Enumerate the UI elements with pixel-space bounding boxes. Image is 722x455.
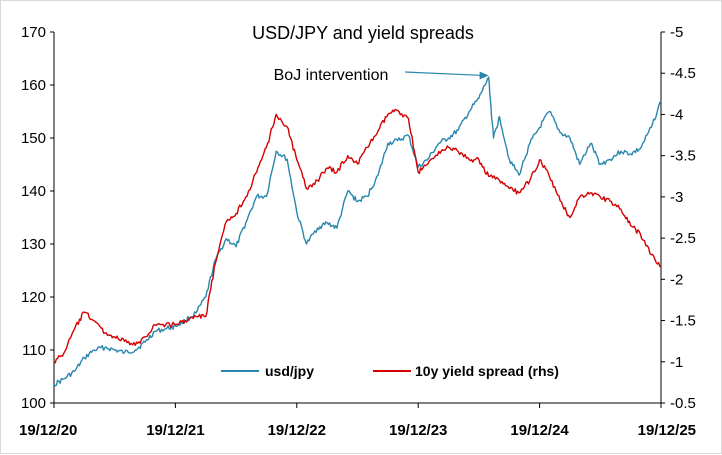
left-tick-label: 140 xyxy=(21,183,46,200)
right-tick-label: -2.5 xyxy=(670,230,696,247)
left-tick-label: 130 xyxy=(21,236,46,253)
annotation-arrow-line xyxy=(404,71,483,77)
axes-layer xyxy=(50,31,665,408)
annotation-label: BoJ intervention xyxy=(274,67,389,84)
left-tick-label: 100 xyxy=(21,395,46,412)
chart-title: USD/JPY and yield spreads xyxy=(252,23,474,43)
x-tick-label: 19/12/25 xyxy=(638,422,696,439)
left-tick-label: 110 xyxy=(22,342,46,359)
right-tick-label: -3 xyxy=(670,189,683,206)
legend-label-usdjpy: usd/jpy xyxy=(265,363,314,379)
right-tick-label: -5 xyxy=(670,24,683,41)
right-tick-label: -4.5 xyxy=(670,65,696,82)
left-tick-label: 170 xyxy=(21,24,46,41)
x-tick-label: 19/12/20 xyxy=(19,422,77,439)
annotation-arrow-head xyxy=(479,71,489,80)
right-tick-label: -0.5 xyxy=(670,395,696,412)
right-tick-label: -4 xyxy=(670,106,683,123)
legend-label-spread: 10y yield spread (rhs) xyxy=(415,363,559,379)
left-tick-label: 120 xyxy=(21,289,46,306)
x-tick-label: 19/12/22 xyxy=(268,422,326,439)
right-tick-label: -2 xyxy=(670,271,683,288)
x-tick-label: 19/12/24 xyxy=(510,422,569,439)
x-tick-label: 19/12/21 xyxy=(146,422,204,439)
text-layer: USD/JPY and yield spreads BoJ interventi… xyxy=(19,23,696,439)
left-tick-label: 150 xyxy=(21,130,46,147)
series-line-1 xyxy=(53,108,662,364)
x-tick-label: 19/12/23 xyxy=(389,422,447,439)
right-tick-label: -3.5 xyxy=(670,148,696,165)
series-layer xyxy=(53,76,662,387)
left-tick-label: 160 xyxy=(21,77,46,94)
right-tick-label: -1 xyxy=(670,354,683,371)
right-tick-label: -1.5 xyxy=(670,313,696,330)
series-line-0 xyxy=(53,76,662,387)
